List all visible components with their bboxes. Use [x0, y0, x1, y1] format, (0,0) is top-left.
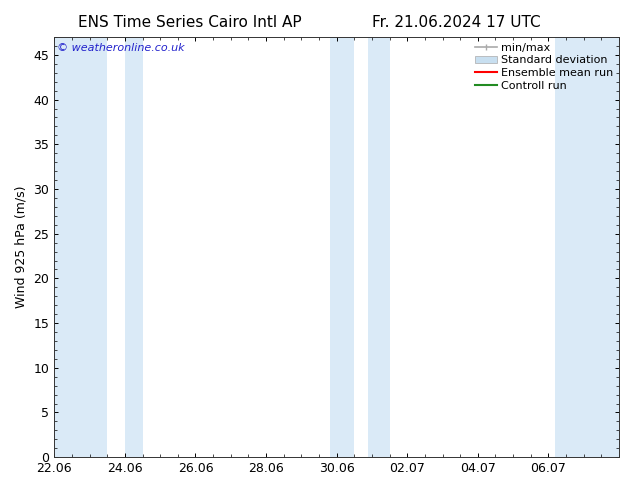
- Text: © weatheronline.co.uk: © weatheronline.co.uk: [57, 43, 184, 53]
- Bar: [125, 37, 143, 457]
- Bar: [555, 37, 619, 457]
- Bar: [55, 37, 107, 457]
- Bar: [330, 37, 354, 457]
- Y-axis label: Wind 925 hPa (m/s): Wind 925 hPa (m/s): [15, 186, 28, 308]
- Text: Fr. 21.06.2024 17 UTC: Fr. 21.06.2024 17 UTC: [372, 15, 541, 30]
- Bar: [368, 37, 389, 457]
- Text: ENS Time Series Cairo Intl AP: ENS Time Series Cairo Intl AP: [79, 15, 302, 30]
- Legend: min/max, Standard deviation, Ensemble mean run, Controll run: min/max, Standard deviation, Ensemble me…: [472, 40, 616, 93]
